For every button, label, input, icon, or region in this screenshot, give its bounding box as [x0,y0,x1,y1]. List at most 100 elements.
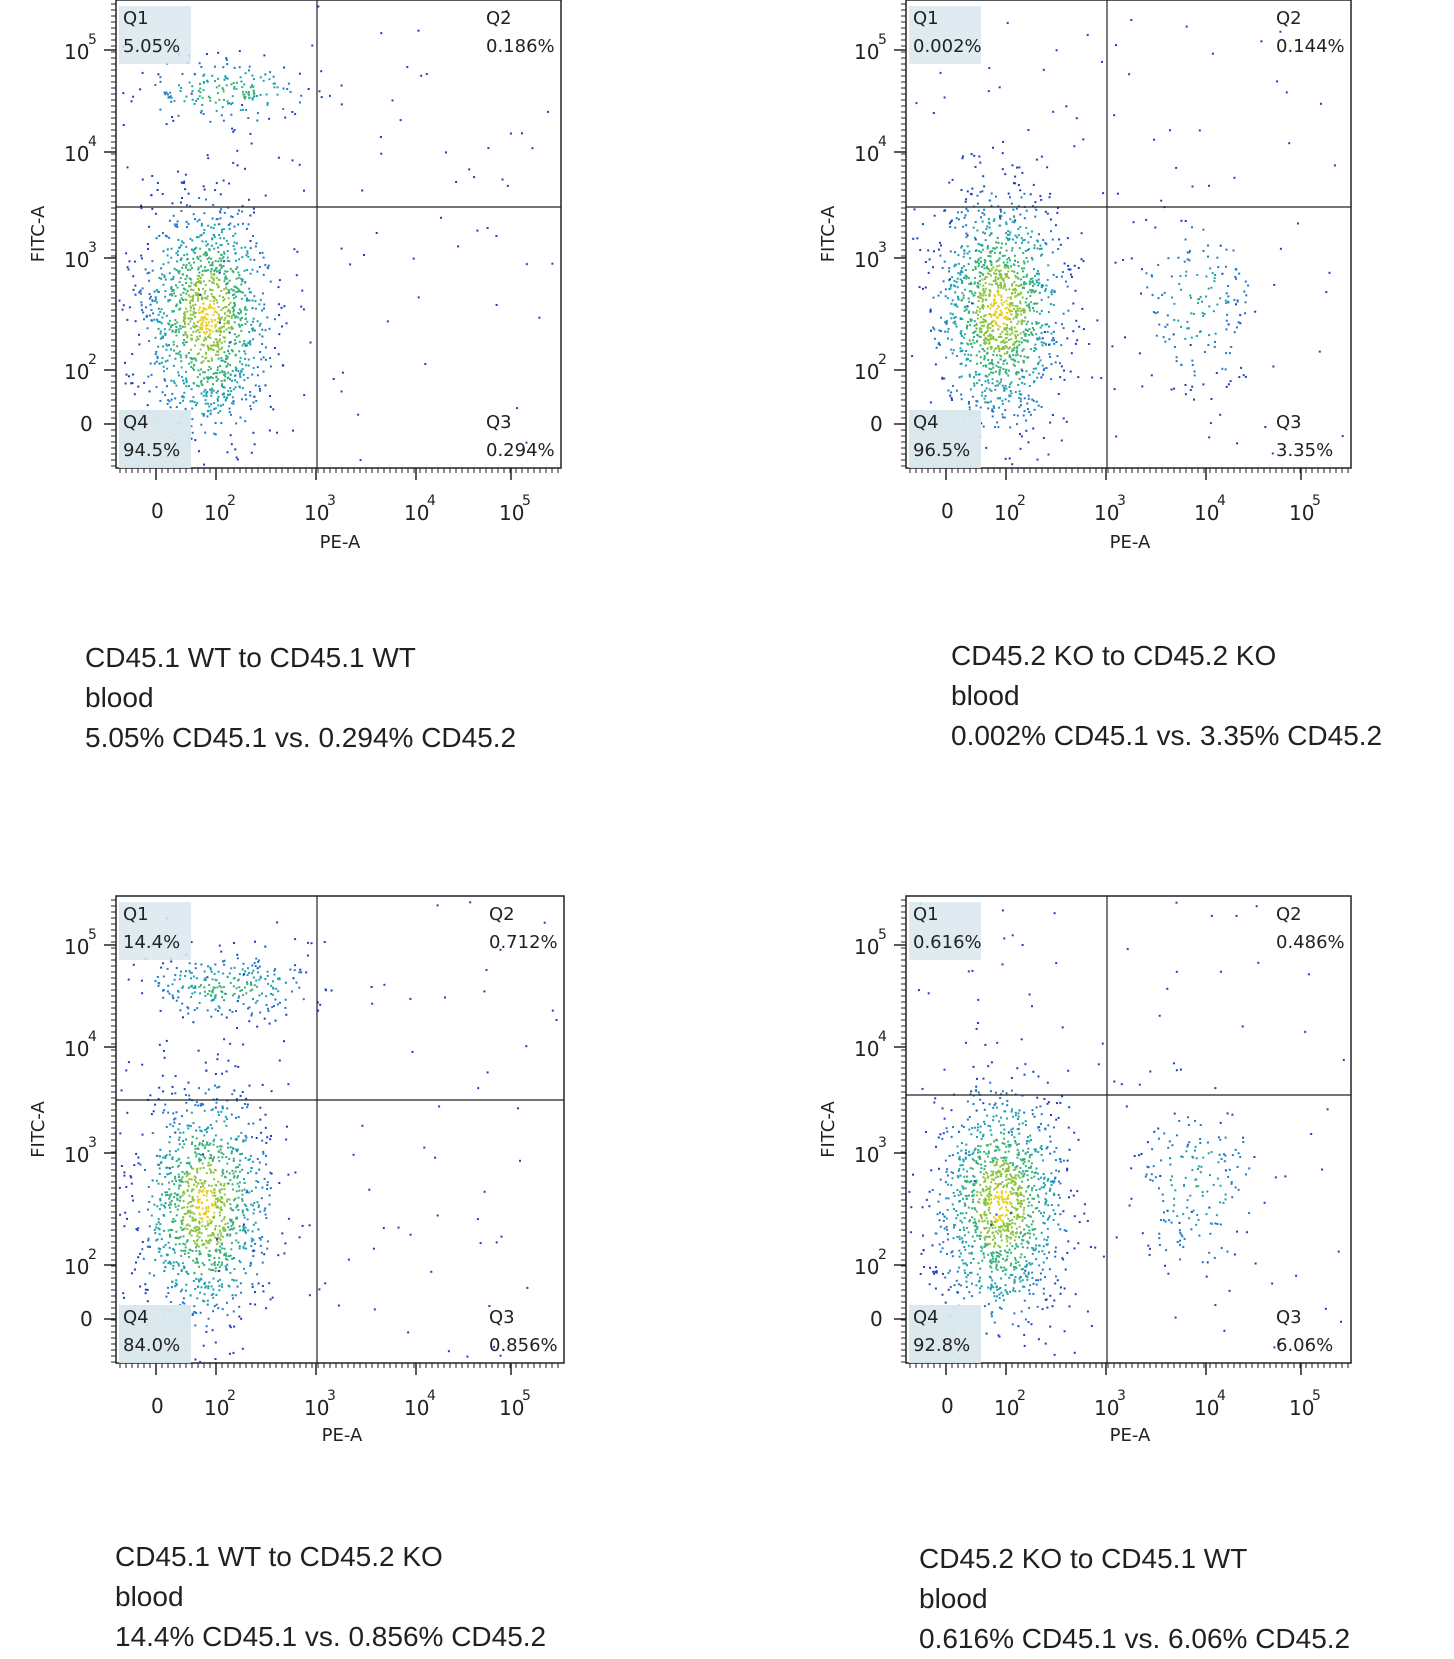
event-dot [233,1326,235,1328]
event-dot [995,322,997,324]
event-dot [209,967,211,969]
event-dot [207,328,209,330]
event-dot [186,381,188,383]
event-dot [969,360,971,362]
event-dot [210,345,212,347]
event-dot [247,1209,249,1211]
event-dot [141,980,143,982]
event-dot [238,274,240,276]
event-dot [1025,283,1027,285]
event-dot [959,274,961,276]
event-dot [985,294,987,296]
event-dot [308,88,310,90]
event-dot [180,1181,182,1183]
event-dot [1221,368,1223,370]
event-dot [187,1206,189,1208]
event-dot [189,238,191,240]
event-dot [237,1149,239,1151]
event-dot [213,1156,215,1158]
event-dot [191,93,193,95]
event-dot [1202,312,1204,314]
event-dot [228,224,230,226]
event-dot [232,1189,234,1191]
event-dot [212,204,214,206]
event-dot [180,1250,182,1252]
quadrant-name-q3: Q3 [1276,412,1302,433]
event-dot [1016,371,1018,373]
x-tick-label: 0 [941,499,954,523]
event-dot [950,313,952,315]
event-dot [221,1220,223,1222]
event-dot [195,1359,197,1361]
event-dot [995,365,997,367]
event-dot [1014,347,1016,349]
event-dot [201,1286,203,1288]
event-dot [193,1219,195,1221]
event-dot [929,311,931,313]
event-dot [1000,341,1002,343]
event-dot [939,255,941,257]
event-dot [125,1069,127,1071]
event-dot [977,306,979,308]
event-dot [985,375,987,377]
event-dot [203,1194,205,1196]
event-dot [1068,268,1070,270]
event-dot [916,237,918,239]
event-dot [248,94,250,96]
event-dot [989,368,991,370]
event-dot [217,346,219,348]
event-dot [934,215,936,217]
event-dot [1019,189,1021,191]
event-dot [203,1156,205,1158]
event-dot [199,95,201,97]
event-dot [980,356,982,358]
event-dot [257,1201,259,1203]
event-dot [199,235,201,237]
event-dot [180,1236,182,1238]
event-dot [183,320,185,322]
event-dot [1009,328,1011,330]
event-dot [188,1195,190,1197]
event-dot [1007,230,1009,232]
event-dot [1325,291,1327,293]
event-dot [951,397,953,399]
event-dot [245,254,247,256]
event-dot [1034,275,1036,277]
event-dot [204,316,206,318]
x-tick-label: 10 [404,501,429,525]
event-dot [977,195,979,197]
event-dot [971,292,973,294]
event-dot [974,292,976,294]
event-dot [1005,333,1007,335]
event-dot [985,314,987,316]
event-dot [988,402,990,404]
event-dot [1000,378,1002,380]
event-dot [253,1224,255,1226]
event-dot [205,1240,207,1242]
event-dot [1078,267,1080,269]
event-dot [176,1261,178,1263]
event-dot [1021,237,1023,239]
event-dot [188,295,190,297]
event-dot [218,1156,220,1158]
event-dot [227,1143,229,1145]
event-dot [281,326,283,328]
event-dot [1075,343,1077,345]
event-dot [1002,152,1004,154]
event-dot [199,1167,201,1169]
event-dot [183,334,185,336]
event-dot [248,331,250,333]
event-dot [252,1230,254,1232]
event-dot [141,304,143,306]
event-dot [175,284,177,286]
event-dot [171,202,173,204]
event-dot [1046,367,1048,369]
event-dot [219,211,221,213]
event-dot [1260,40,1262,42]
event-dot [1056,276,1058,278]
event-dot [227,1183,229,1185]
event-dot [211,307,213,309]
event-dot [126,319,128,321]
quadrant-name-q4: Q4 [123,412,149,433]
event-dot [1020,314,1022,316]
